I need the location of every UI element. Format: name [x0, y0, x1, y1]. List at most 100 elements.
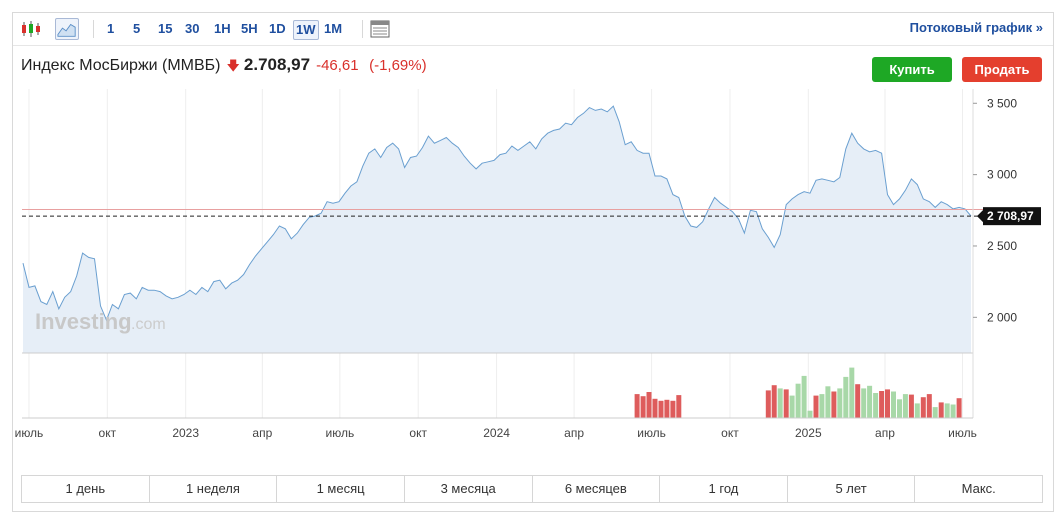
range-option-3[interactable]: 3 месяца — [405, 476, 533, 502]
x-tick-label: окт — [409, 426, 427, 440]
volume-bar — [795, 383, 801, 418]
last-price-label-box — [983, 207, 1041, 226]
volume-bar — [801, 375, 807, 418]
investing-logo: Investing — [35, 309, 132, 334]
x-tick-label: 2023 — [172, 426, 199, 440]
range-option-0[interactable]: 1 день — [22, 476, 150, 502]
range-option-6[interactable]: 5 лет — [788, 476, 916, 502]
volume-bar — [664, 399, 670, 418]
volume-bar — [765, 390, 771, 418]
period-1[interactable]: 1 — [107, 21, 115, 36]
period-1w[interactable]: 1W — [293, 20, 319, 40]
period-1m[interactable]: 1M — [324, 21, 343, 36]
range-option-2[interactable]: 1 месяц — [277, 476, 405, 502]
last-price-label: 2 708,97 — [987, 209, 1034, 223]
x-tick-label: июль — [948, 426, 977, 440]
volume-bar — [950, 404, 956, 418]
toolbar-separator — [362, 20, 363, 38]
period-1h[interactable]: 1H — [214, 21, 231, 36]
toolbar-separator — [93, 20, 94, 38]
volume-bar — [932, 407, 938, 418]
period-15[interactable]: 15 — [158, 21, 173, 36]
volume-bar — [831, 391, 837, 418]
volume-bar — [652, 398, 658, 418]
volume-bar — [837, 388, 843, 418]
volume-bar — [920, 397, 926, 418]
price-chart[interactable]: 3 500 3 000 2 500 2 000 2 708,97 июль окт 2023 а… — [13, 13, 1053, 473]
volume-bar — [843, 376, 849, 418]
sell-button[interactable]: Продать — [962, 57, 1042, 82]
price-area — [23, 106, 971, 353]
quote-header: Индекс МосБиржи (ММВБ) 🡇 2.708,97 -46,61 (-… — [21, 55, 427, 77]
x-tick-label: апр — [875, 426, 895, 440]
volume-bar — [777, 388, 783, 418]
volume-bar — [634, 394, 640, 418]
range-option-5[interactable]: 1 год — [660, 476, 788, 502]
buy-button[interactable]: Купить — [872, 57, 952, 82]
y-tick-label: 3 000 — [987, 168, 1017, 182]
volume-bar — [825, 386, 831, 418]
volume-bar — [944, 403, 950, 418]
volume-bar — [640, 396, 646, 418]
volume-bar — [885, 389, 890, 418]
x-tick-label: июль — [326, 426, 355, 440]
volume-bar — [813, 395, 819, 418]
price-change-percent: (-1,69%) — [369, 57, 427, 74]
y-tick-label: 3 500 — [987, 96, 1017, 110]
range-option-1[interactable]: 1 неделя — [150, 476, 278, 502]
chart-widget: 1 5 15 30 1H 5H 1D 1W 1M Потоковый график » Инде… — [12, 12, 1054, 512]
volume-bar — [956, 398, 962, 418]
x-tick-label: 2025 — [795, 426, 822, 440]
down-arrow-icon: 🡇 — [226, 58, 240, 73]
x-tick-label: апр — [252, 426, 272, 440]
volume-bar — [646, 392, 652, 418]
last-price-label-pointer — [977, 210, 983, 223]
last-price: 2.708,97 — [243, 55, 311, 74]
investing-logo-suffix: .com — [131, 316, 166, 333]
period-5[interactable]: 5 — [133, 21, 141, 36]
volume-bar — [861, 388, 867, 418]
y-tick-label: 2 500 — [987, 239, 1017, 253]
volume-bar — [879, 391, 885, 418]
volume-bar — [807, 410, 813, 418]
x-tick-label: апр — [564, 426, 584, 440]
volume-bar — [783, 389, 789, 418]
y-tick-label: 2 000 — [987, 310, 1017, 324]
candlestick-icon[interactable] — [19, 18, 43, 40]
x-tick-label: 2024 — [483, 426, 510, 440]
volume-bar — [873, 393, 879, 418]
index-name: Индекс МосБиржи (ММВБ) — [21, 57, 221, 74]
range-selector: 1 день 1 неделя 1 месяц 3 месяца 6 месяцев 1 … — [21, 475, 1043, 503]
price-change: -46,61 — [316, 57, 359, 74]
volume-bar — [849, 367, 855, 418]
period-1d[interactable]: 1D — [269, 21, 286, 36]
chart-toolbar: 1 5 15 30 1H 5H 1D 1W 1M Потоковый график » — [13, 13, 1053, 46]
volume-bar — [891, 391, 896, 418]
volume-bar — [914, 403, 920, 418]
volume-bar — [897, 399, 902, 418]
range-option-7[interactable]: Макс. — [961, 481, 996, 496]
area-chart-icon[interactable] — [55, 18, 79, 40]
volume-bar — [819, 394, 825, 418]
volume-bar — [926, 394, 932, 418]
volume-bar — [867, 385, 873, 418]
volume-bar — [908, 394, 914, 418]
table-view-icon[interactable] — [368, 18, 392, 40]
streaming-chart-link[interactable]: Потоковый график » — [909, 20, 1043, 35]
volume-bar — [902, 394, 908, 418]
period-5h[interactable]: 5H — [241, 21, 258, 36]
price-line — [22, 105, 972, 322]
volume-bar — [676, 395, 682, 418]
volume-bar — [771, 385, 777, 418]
x-tick-label: окт — [721, 426, 739, 440]
period-30[interactable]: 30 — [185, 21, 200, 36]
volume-bar — [855, 384, 861, 418]
x-tick-label: июль — [637, 426, 666, 440]
volume-bar — [658, 400, 664, 418]
x-tick-label: окт — [99, 426, 117, 440]
volume-bar — [938, 402, 944, 418]
volume-bar — [670, 400, 676, 418]
volume-bar — [789, 395, 795, 418]
range-option-4[interactable]: 6 месяцев — [533, 476, 661, 502]
x-tick-label: июль — [15, 426, 44, 440]
